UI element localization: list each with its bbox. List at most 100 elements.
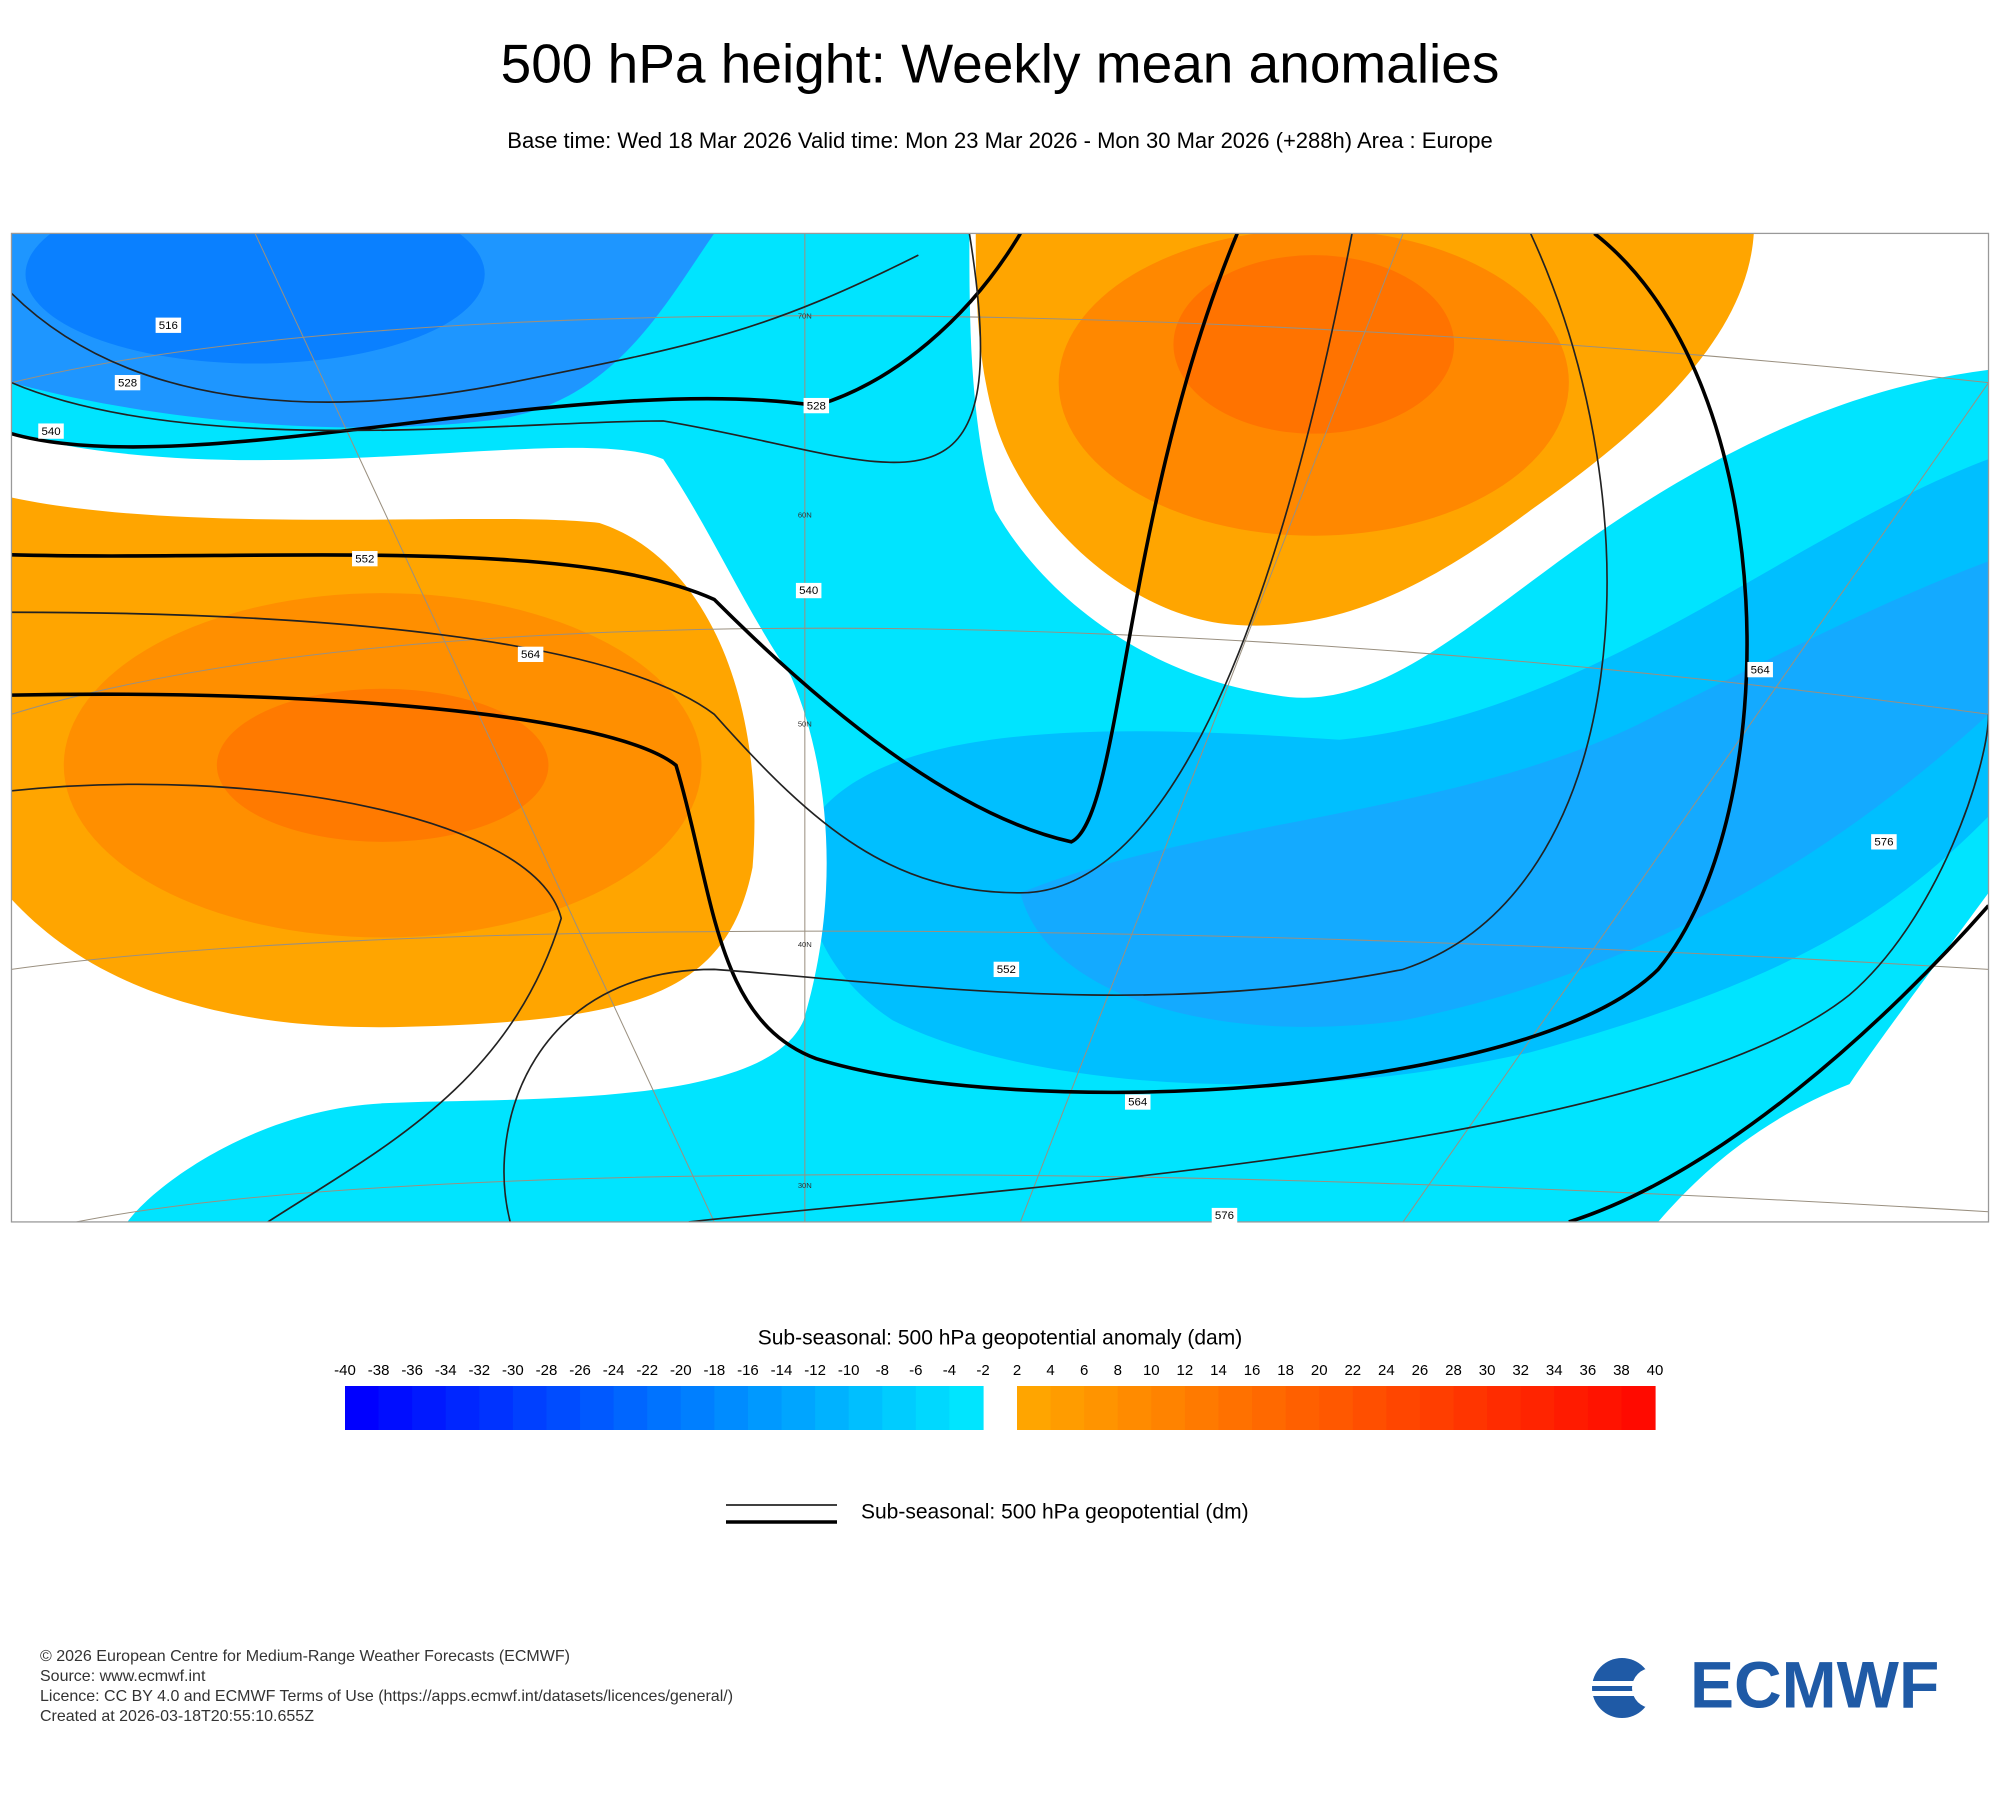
colorbar-tick-label: -22 [636,1362,658,1379]
colorbar-tick-label: -2 [976,1362,989,1379]
colorbar-tick-label: 20 [1311,1362,1328,1379]
colorbar-tick-label: -14 [771,1362,793,1379]
title: 500 hPa height: Weekly mean anomalies [501,33,1500,95]
colorbar-swatch [647,1386,682,1430]
colorbar-swatch [1520,1386,1555,1430]
colorbar-tick-label: 24 [1378,1362,1395,1379]
contour-label: 564 [1128,1097,1148,1109]
colorbar-tick-label: 36 [1579,1362,1596,1379]
colorbar-tick-label: 6 [1080,1362,1088,1379]
colorbar-tick-label: -8 [876,1362,889,1379]
colorbar-tick-label: -36 [401,1362,423,1379]
contour-label: 540 [41,426,60,438]
colorbar-tick-label: -10 [838,1362,860,1379]
contour-label-box [517,646,544,662]
colorbar-tick-label: -16 [737,1362,759,1379]
colorbar-tick-label: 8 [1114,1362,1122,1379]
colorbar-swatch [1554,1386,1589,1430]
colorbar-tick-label: 14 [1210,1362,1227,1379]
latitude-label: 70N [798,311,812,320]
colorbar-swatch [546,1386,581,1430]
colorbar-swatch [1017,1386,1052,1430]
contour-label-box [352,551,378,567]
colorbar-tick-label: -20 [670,1362,692,1379]
colorbar-tick-label: 16 [1244,1362,1261,1379]
colorbar-tick-label: -30 [502,1362,524,1379]
colorbar-tick-label: 38 [1613,1362,1630,1379]
colorbar-swatch [1419,1386,1455,1430]
colorbar-swatch [512,1386,548,1430]
colorbar-tick-label: -32 [468,1362,490,1379]
colorbar-swatch [1117,1386,1152,1430]
colorbar-swatch [1487,1386,1522,1430]
colorbar-tick-label: 4 [1046,1362,1054,1379]
colorbar-tick-label: -28 [536,1362,558,1379]
contour-label: 540 [799,585,818,597]
footer-line: © 2026 European Centre for Medium-Range … [40,1648,570,1665]
colorbar-swatch [714,1386,749,1430]
colorbar-swatch [412,1386,447,1430]
contour-label-box [993,961,1020,978]
colorbar-swatch [848,1386,883,1430]
footer-line: Licence: CC BY 4.0 and ECMWF Terms of Us… [40,1688,733,1705]
colorbar-tick-label: -40 [334,1362,356,1379]
colorbar-swatch [613,1386,648,1430]
map: 516 528 528 540 540 552 552 564 564 564 576 576 70N 6… [10,232,1990,1224]
colorbar-tick-label: -4 [943,1362,956,1379]
colorbar-tick-label: 34 [1546,1362,1563,1379]
colorbar-tick-label: 12 [1177,1362,1194,1379]
contour-label-box [803,397,830,414]
colorbar-swatch [1352,1386,1387,1430]
colorbar-tick-label: -6 [909,1362,922,1379]
logo-text: ECMWF [1690,1647,1939,1721]
colorbar-swatch [345,1386,380,1430]
colorbar-swatch [747,1386,783,1430]
colorbar-swatch [479,1386,514,1430]
neutral-zone [1658,892,1989,1222]
contour-label: 564 [521,649,541,661]
colorbar-tick-label: -18 [704,1362,726,1379]
contour-label: 528 [118,377,137,389]
colorbar-swatch [1621,1386,1656,1430]
contour-label: 516 [159,320,178,332]
colorbar-swatch [1184,1386,1220,1430]
colorbar-tick-label: -26 [569,1362,591,1379]
contour-label-box [1124,1094,1151,1110]
subtitle: Base time: Wed 18 Mar 2026 Valid time: M… [507,128,1492,153]
colorbar-swatch [882,1386,917,1430]
colorbar-swatch [781,1386,816,1430]
colorbar-tick-label: 28 [1445,1362,1462,1379]
latitude-label: 60N [798,510,812,519]
colorbar-tick-label: 26 [1412,1362,1429,1379]
logo: ECMWF [1592,1647,1939,1721]
latitude-label: 50N [798,719,812,728]
colorbar-swatch [580,1386,615,1430]
colorbar-tick-label: 2 [1013,1362,1021,1379]
colorbar-tick-label: 18 [1277,1362,1294,1379]
legend-label: Sub-seasonal: 500 hPa geopotential (dm) [861,1501,1249,1524]
latitude-label: 30N [798,1181,812,1190]
colorbar-swatch [915,1386,951,1430]
colorbar-swatch [1453,1386,1488,1430]
colorbar-tick-label: -24 [603,1362,625,1379]
contour-label: 552 [355,553,374,565]
colorbar-swatch [1218,1386,1253,1430]
contour-label-box [1871,834,1897,850]
colorbar-swatch [1151,1386,1186,1430]
contour-label-box [795,582,822,599]
colorbar-swatch [1587,1386,1623,1430]
colorbar-tick-label: 22 [1344,1362,1361,1379]
colorbar-tick-label: -12 [804,1362,826,1379]
colorbar-swatch [1050,1386,1085,1430]
map-frame [10,232,1990,1223]
latitude-label: 40N [798,940,812,949]
contour-label: 576 [1874,836,1893,848]
contour-label-box [38,423,64,439]
colorbar-tick-label: 40 [1647,1362,1664,1379]
colorbar-tick-label: 32 [1512,1362,1529,1379]
colorbar-swatch [1285,1386,1320,1430]
contour-label-box [155,317,182,333]
colorbar-tick-label: 10 [1143,1362,1160,1379]
